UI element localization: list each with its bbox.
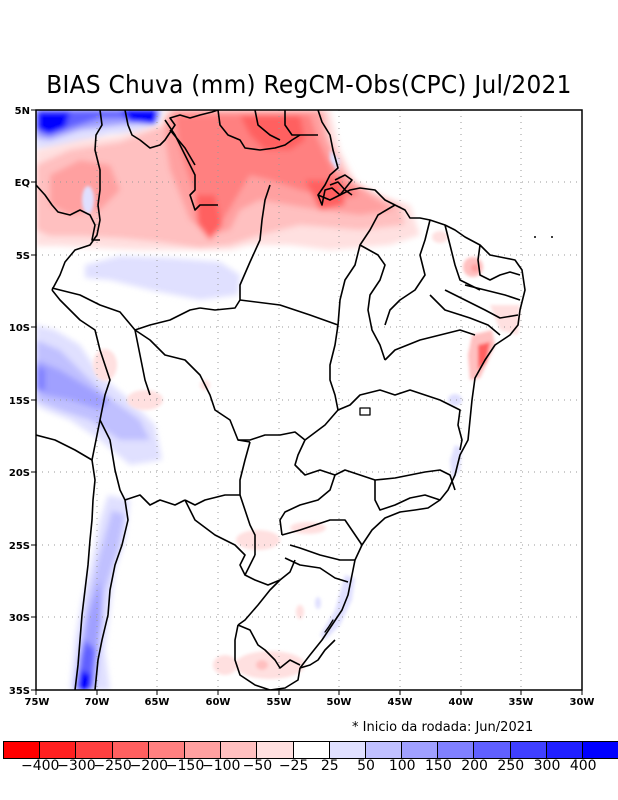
colorbar-swatch [40, 742, 77, 758]
colorbar-swatch [329, 742, 366, 758]
lon-tick-label: 45W [388, 697, 413, 708]
colorbar-swatch [4, 742, 41, 758]
lat-tick-label: 5S [16, 251, 30, 262]
colorbar-swatch [474, 742, 511, 758]
colorbar-label: −300 [57, 758, 96, 774]
border-venezuela-roraima [164, 119, 218, 211]
colorbar-label: 25 [320, 758, 339, 774]
colorbar-label: 50 [357, 758, 375, 774]
chile-coast [74, 459, 96, 690]
bias-blue-chile [70, 495, 130, 690]
border-north [124, 110, 219, 149]
colorbar-label: 100 [388, 758, 416, 774]
lon-tick-label: 55W [267, 697, 292, 708]
lon-tick-label: 65W [145, 697, 170, 708]
lat-axis: 5N EQ 5S 10S 15S 20S 25S 30S 35S [9, 106, 36, 697]
lat-tick-label: 30S [9, 613, 30, 624]
colorbar-swatch [257, 742, 294, 758]
colorbar [3, 741, 618, 759]
lat-tick-label: 20S [9, 468, 30, 479]
lat-tick-label: 35S [9, 686, 30, 697]
lat-tick-label: 10S [9, 323, 30, 334]
lon-tick-label: 75W [25, 697, 50, 708]
bias-blue-patch-small [82, 186, 94, 214]
colorbar-label: −400 [20, 758, 60, 774]
colorbar-swatch [184, 742, 222, 758]
colorbar-swatch [510, 742, 547, 758]
lat-tick-label: 15S [9, 396, 30, 407]
colorbar-swatch [76, 742, 113, 758]
lat-tick-label: 25S [9, 541, 30, 552]
colorbar-swatch [546, 742, 583, 758]
bias-blue-south-coast [315, 394, 462, 640]
border-chile-argentina [94, 499, 129, 690]
lon-axis: 75W 70W 65W 60W 55W 50W 45W 40W 35W 30W [25, 690, 595, 708]
island-dot [551, 236, 553, 238]
bias-red-north [36, 110, 420, 250]
colorbar-label: −25 [278, 758, 309, 774]
colorbar-label: 250 [497, 758, 525, 774]
colorbar-swatch [402, 742, 439, 758]
lon-tick-label: 50W [327, 697, 352, 708]
island-dot [534, 236, 536, 238]
colorbar-swatch [365, 742, 403, 758]
bias-blue-andes [36, 325, 162, 465]
colorbar-label: 150 [425, 758, 452, 774]
borders [36, 110, 526, 690]
border-west [36, 184, 100, 241]
colorbar-label: −150 [165, 758, 205, 774]
colorbar-label: −250 [93, 758, 132, 774]
colorbar-swatch [221, 742, 258, 758]
bias-blue-band-7s [85, 256, 240, 300]
colorbar-label: −100 [201, 758, 241, 774]
colorbar-swatch [438, 742, 475, 758]
run-start-footnote: * Inicio da rodada: Jun/2021 [352, 720, 534, 735]
lat-tick-label: 5N [15, 106, 30, 117]
bias-field [36, 110, 582, 690]
colorbar-swatch [583, 742, 618, 758]
lon-tick-label: 35W [509, 697, 534, 708]
colorbar-label: 200 [461, 758, 488, 774]
lon-tick-label: 40W [449, 697, 474, 708]
colorbar-label: −200 [129, 758, 169, 774]
colorbar-label: 300 [533, 758, 561, 774]
border-roraima-amazonas [169, 129, 196, 166]
lon-tick-label: 30W [570, 697, 595, 708]
lat-tick-label: EQ [15, 178, 30, 189]
colorbar-swatch [148, 742, 185, 758]
bias-red-northeast [330, 150, 520, 380]
bias-blue-northwest [36, 110, 165, 150]
colorbar-label: 400 [569, 758, 597, 774]
colorbar-swatch [112, 742, 149, 758]
map-title: BIAS Chuva (mm) RegCM-Obs(CPC) Jul/2021 [46, 70, 572, 99]
colorbar-swatch [293, 742, 330, 758]
colorbar-label: −50 [242, 758, 273, 774]
lon-tick-label: 60W [206, 697, 231, 708]
lon-tick-label: 70W [85, 697, 110, 708]
